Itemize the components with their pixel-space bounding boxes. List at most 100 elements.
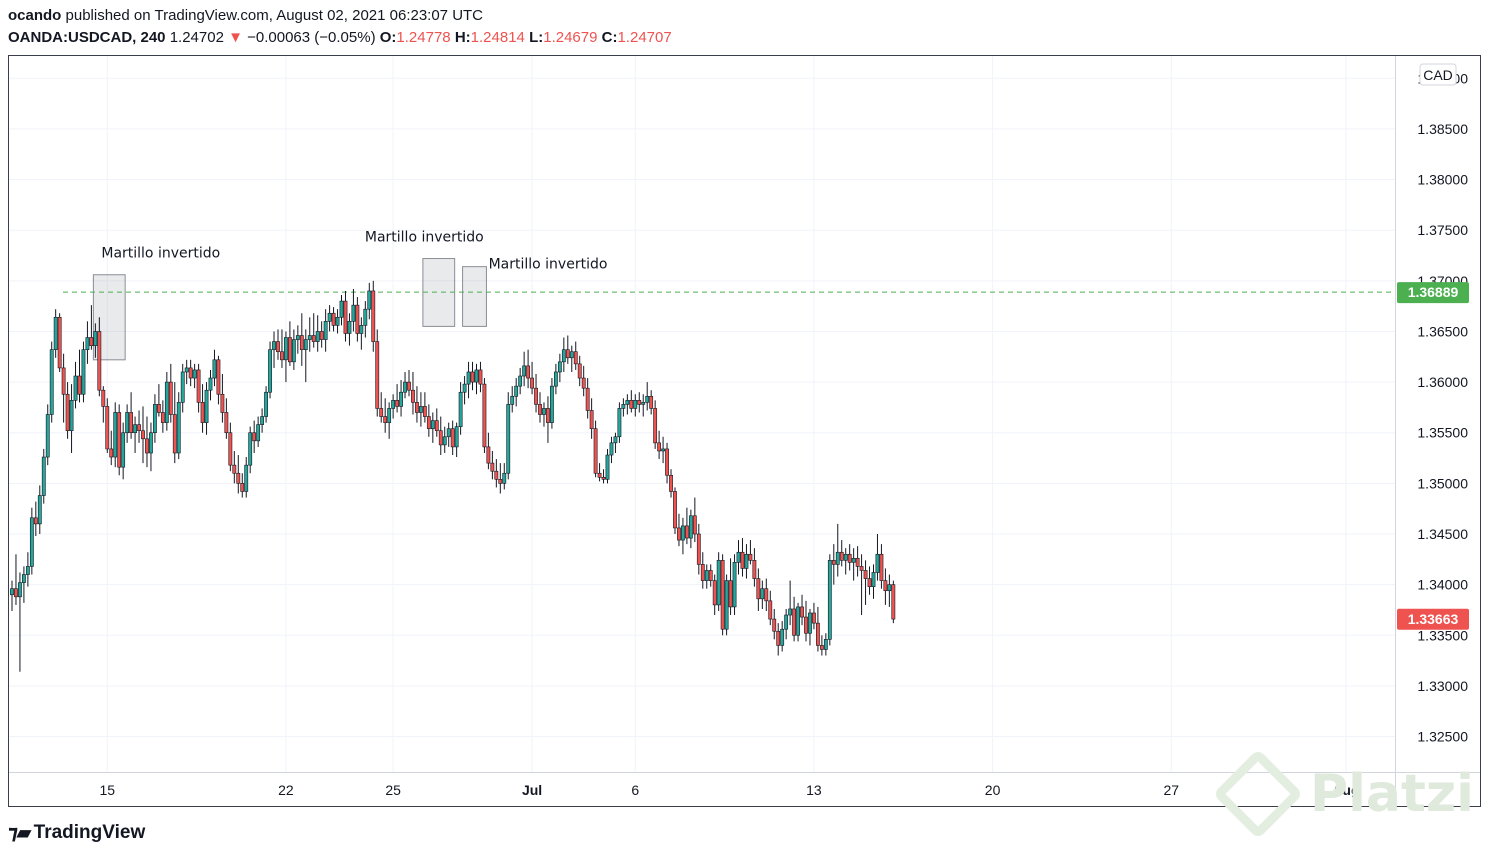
- candle-down: [601, 476, 606, 480]
- chart-frame: [8, 55, 1481, 807]
- open-label: O:: [379, 29, 397, 46]
- annotation-label: Martillo invertido: [489, 257, 608, 273]
- candle-down: [748, 553, 753, 561]
- level-price-label: 1.36889: [1408, 284, 1459, 300]
- y-tick-label: 1.35500: [1417, 425, 1468, 441]
- candle-down: [145, 438, 149, 454]
- candle-down: [216, 359, 221, 395]
- candle-up: [661, 448, 665, 452]
- candle-down: [494, 470, 499, 480]
- candle-down: [168, 381, 173, 415]
- symbol-label[interactable]: OANDA:USDCAD, 240: [8, 29, 166, 46]
- y-tick-label: 1.34000: [1417, 577, 1468, 593]
- candle-up: [617, 408, 622, 438]
- published-text: published on TradingView.com, August 02,…: [65, 7, 484, 24]
- candle-up: [323, 321, 328, 340]
- candle-down: [891, 584, 896, 620]
- candle-up: [73, 375, 78, 401]
- candle-down: [756, 578, 761, 600]
- candle-down: [546, 408, 550, 423]
- candle-up: [569, 351, 574, 359]
- y-tick-label: 1.33000: [1417, 678, 1468, 694]
- candle-down: [792, 608, 796, 636]
- candle-up: [53, 316, 58, 350]
- candle-up: [688, 515, 693, 539]
- x-tick-label: 25: [385, 782, 401, 798]
- candle-up: [256, 424, 261, 442]
- x-tick-label: 27: [1163, 782, 1179, 798]
- candle-up: [264, 391, 268, 417]
- candle-up: [113, 412, 118, 458]
- candle-down: [657, 442, 662, 452]
- price-chart[interactable]: Martillo invertido Martillo invertido Mart…: [9, 56, 1480, 806]
- candle-up: [327, 312, 332, 322]
- currency-label: CAD: [1423, 67, 1453, 83]
- candle-up: [69, 400, 74, 432]
- x-tick-label: 15: [99, 782, 115, 798]
- y-tick-label: 1.35000: [1417, 475, 1468, 491]
- candle-up: [295, 335, 300, 340]
- candle-up: [29, 517, 34, 567]
- candle-down: [677, 527, 681, 541]
- candle-down: [585, 387, 590, 411]
- candle-up: [442, 436, 447, 446]
- candle-up: [518, 375, 523, 387]
- candle-down: [565, 349, 570, 359]
- candle-down: [252, 432, 257, 442]
- y-tick-label: 1.32500: [1417, 729, 1468, 745]
- candle-up: [351, 304, 356, 322]
- candle-down: [776, 630, 781, 646]
- candle-up: [704, 570, 709, 581]
- symbol-legend: OANDA:USDCAD, 240 1.24702 ▼ −0.00063 (−0…: [8, 29, 672, 46]
- candle-up: [641, 402, 646, 405]
- candle-down: [708, 570, 713, 581]
- candle-up: [208, 377, 213, 391]
- candle-up: [522, 365, 527, 377]
- candle-down: [89, 337, 94, 346]
- candle-down: [434, 420, 439, 432]
- candle-down: [800, 606, 804, 618]
- candle-up: [133, 424, 137, 434]
- candle-up: [744, 553, 749, 569]
- candle-down: [395, 400, 399, 407]
- candle-up: [724, 580, 729, 630]
- candle-down: [692, 515, 697, 535]
- candle-up: [835, 551, 840, 565]
- candle-down: [855, 558, 860, 567]
- candle-down: [65, 393, 70, 432]
- annotation-label: Martillo invertido: [365, 230, 484, 246]
- candle-down: [232, 464, 237, 474]
- pattern-box: [422, 258, 456, 327]
- candle-up: [335, 316, 340, 326]
- pattern-box: [462, 266, 487, 327]
- candle-up: [843, 553, 848, 561]
- candle-up: [716, 560, 721, 606]
- y-tick-label: 1.34500: [1417, 526, 1468, 542]
- candle-down: [280, 351, 284, 361]
- candle-up: [419, 406, 423, 413]
- candle-up: [887, 584, 892, 592]
- candle-up: [284, 337, 288, 361]
- candle-up: [184, 367, 189, 373]
- candle-down: [276, 341, 280, 353]
- candle-up: [307, 335, 312, 340]
- candle-down: [33, 517, 38, 525]
- candle-up: [474, 369, 479, 383]
- candle-up: [788, 608, 793, 616]
- low-value: 1.24679: [543, 29, 598, 46]
- candle-down: [407, 381, 411, 391]
- change-value: −0.00063 (−0.05%): [247, 29, 376, 46]
- candle-down: [720, 560, 725, 630]
- candle-down: [597, 472, 602, 478]
- candle-up: [268, 349, 272, 393]
- candle-down: [240, 483, 245, 492]
- candle-up: [347, 321, 352, 334]
- last-value: 1.24702: [169, 29, 224, 46]
- candle-up: [561, 349, 566, 363]
- y-tick-label: 1.38000: [1417, 172, 1468, 188]
- candle-up: [81, 349, 86, 395]
- author-name[interactable]: ocando: [8, 7, 62, 24]
- candle-down: [200, 402, 205, 423]
- tradingview-logo[interactable]: ⁊▰ TradingView: [8, 820, 145, 845]
- candle-down: [629, 400, 634, 409]
